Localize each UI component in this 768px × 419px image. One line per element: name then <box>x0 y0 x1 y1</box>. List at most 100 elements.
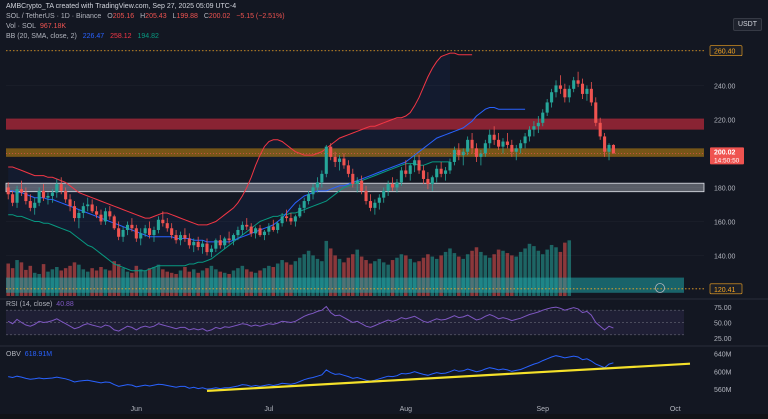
candle-body <box>19 189 24 193</box>
open-label: O <box>107 13 113 20</box>
currency-button[interactable]: USDT <box>732 18 762 31</box>
volume-bar <box>540 254 545 296</box>
candle-body <box>404 170 408 174</box>
volume-legend[interactable]: Vol · SOL 967.18K <box>6 23 70 30</box>
candle-body <box>227 238 231 241</box>
candle-body <box>333 156 337 162</box>
candle-body <box>201 243 205 247</box>
candle-body <box>231 235 236 241</box>
candle-body <box>355 180 359 185</box>
obv-tick-label: 600M <box>714 369 732 376</box>
candle-body <box>218 240 222 246</box>
candle-body <box>95 211 99 215</box>
volume-bar <box>523 248 527 296</box>
price-tick-label: 220.00 <box>714 117 736 124</box>
candle-body <box>148 228 152 236</box>
obv-legend[interactable]: OBV 618.91M <box>6 351 56 358</box>
volume-bar <box>395 257 399 296</box>
candle-body <box>523 136 527 144</box>
volume-bar <box>457 256 461 296</box>
volume-value: 967.18K <box>39 23 67 30</box>
symbol-legend[interactable]: SOL / TetherUS · 1D · Binance O205.16 H2… <box>6 13 289 20</box>
candle-body <box>611 144 615 154</box>
candle-body <box>99 214 103 222</box>
candle-body <box>280 216 284 224</box>
volume-bar <box>510 255 514 296</box>
low-label: L <box>172 13 177 20</box>
time-axis-label: Aug <box>400 406 413 413</box>
candle-body <box>479 153 483 157</box>
candle-body <box>15 189 19 203</box>
candle-body <box>466 139 470 152</box>
obv-tick-label: 640M <box>714 351 732 358</box>
candle-body <box>364 190 368 202</box>
rsi-tick-label: 25.00 <box>714 336 732 343</box>
candle-body <box>435 168 439 178</box>
volume-bar <box>496 249 501 296</box>
obv-line <box>8 355 614 390</box>
candle-body <box>488 134 492 144</box>
volume-bar <box>567 240 572 296</box>
candle-body <box>457 150 461 156</box>
candle-body <box>152 229 156 236</box>
price-tick-label: 160.00 <box>714 219 736 226</box>
candle-body <box>377 197 381 203</box>
candle-body <box>510 144 514 152</box>
candle-body <box>320 173 324 183</box>
volume-bar <box>346 257 351 296</box>
candle-body <box>42 190 46 198</box>
candle-body <box>421 170 426 179</box>
volume-bar <box>505 253 510 296</box>
candle-body <box>178 235 183 241</box>
candle-body <box>165 223 169 229</box>
candle-body <box>391 184 395 188</box>
candle-body <box>470 139 474 149</box>
volume-bar <box>302 254 306 296</box>
candle-body <box>262 231 266 236</box>
close-label: C <box>203 13 209 20</box>
volume-bar <box>483 255 488 296</box>
last-price-label: 200.02 <box>714 149 736 156</box>
rsi-legend[interactable]: RSI (14, close) 40.88 <box>6 301 78 308</box>
time-axis-label: Jul <box>264 406 273 413</box>
volume-bar <box>501 250 505 296</box>
candle-body <box>108 211 112 217</box>
volume-bar <box>563 242 567 296</box>
candle-body <box>254 228 258 234</box>
volume-bar <box>479 251 483 296</box>
volume-bar <box>470 250 474 296</box>
candle-body <box>68 199 72 207</box>
candle-body <box>550 92 554 103</box>
candle-body <box>103 211 107 222</box>
volume-bar <box>465 254 470 296</box>
volume-bar <box>328 248 333 296</box>
rsi-line <box>7 305 614 332</box>
candle-body <box>386 184 390 191</box>
symbol-name[interactable]: SOL / TetherUS · 1D · Binance <box>6 13 102 20</box>
candle-body <box>474 148 479 157</box>
volume-bar <box>448 248 452 296</box>
bb-legend[interactable]: BB (20, SMA, close, 2) 226.47 258.12 194… <box>6 33 163 40</box>
price-tick-label: 260.40 <box>714 49 736 56</box>
candle-body <box>209 248 213 253</box>
candle-body <box>245 224 249 227</box>
candle-body <box>448 161 452 171</box>
candle-body <box>408 165 412 174</box>
volume-bar <box>311 255 315 296</box>
candle-body <box>50 192 54 196</box>
candle-body <box>258 228 262 236</box>
candle-body <box>532 126 536 130</box>
candle-body <box>156 219 160 230</box>
pane-settings-icon <box>655 283 665 293</box>
price-level-tag <box>709 283 743 295</box>
candle-body <box>302 201 306 208</box>
candle-body <box>351 173 355 185</box>
candle-body <box>337 158 342 162</box>
rsi-value: 40.88 <box>56 301 74 308</box>
candle-body <box>413 160 417 166</box>
candle-body <box>112 216 116 229</box>
zone-volume <box>6 277 684 293</box>
candle-body <box>205 243 209 253</box>
candle-body <box>86 204 90 207</box>
